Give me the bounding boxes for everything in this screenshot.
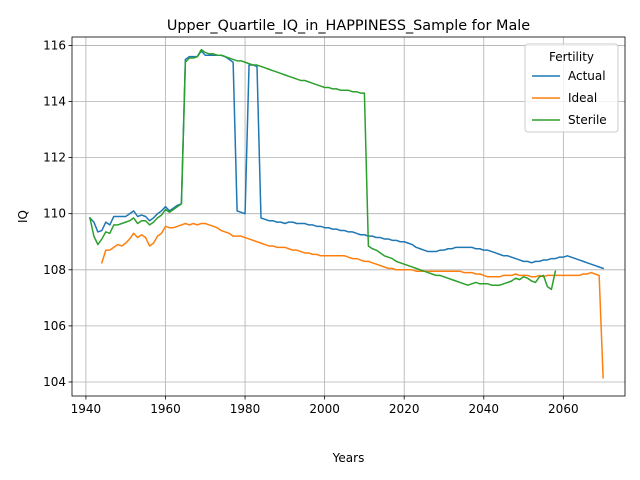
- y-axis: 104 106 108 110 112 114 116: [43, 38, 72, 389]
- plot-frame: [71, 36, 626, 397]
- series-layer: [88, 48, 605, 379]
- y-tick-label: 106: [43, 319, 66, 333]
- legend: Fertility Actual Ideal Sterile: [524, 43, 619, 133]
- y-tick-label: 110: [43, 207, 66, 221]
- x-axis-label: Years: [332, 451, 365, 465]
- x-tick-label: 2020: [389, 402, 420, 416]
- legend-label-ideal: Ideal: [568, 91, 597, 105]
- x-tick-label: 1980: [230, 402, 261, 416]
- x-tick-label: 2060: [548, 402, 579, 416]
- x-axis: 1940 1960 1980 2000 2020 2040 2060: [71, 396, 579, 416]
- chart-title: Upper_Quartile_IQ_in_HAPPINESS_Sample fo…: [167, 18, 530, 34]
- legend-label-actual: Actual: [568, 69, 606, 83]
- y-tick-label: 114: [43, 95, 66, 109]
- y-tick-label: 112: [43, 151, 66, 165]
- y-tick-label: 116: [43, 38, 66, 52]
- x-tick-label: 2000: [309, 402, 340, 416]
- y-axis-label: IQ: [16, 210, 30, 223]
- x-tick-label: 1940: [71, 402, 102, 416]
- legend-box: [524, 43, 619, 133]
- grid-lines: [72, 37, 625, 396]
- series-line-sterile: [89, 48, 557, 291]
- series-line-actual: [88, 50, 605, 270]
- legend-label-sterile: Sterile: [568, 113, 607, 127]
- y-tick-label: 104: [43, 375, 66, 389]
- legend-title: Fertility: [549, 50, 594, 64]
- y-tick-label: 108: [43, 263, 66, 277]
- x-tick-label: 2040: [468, 402, 499, 416]
- x-tick-label: 1960: [150, 402, 181, 416]
- series-line-ideal: [100, 222, 604, 379]
